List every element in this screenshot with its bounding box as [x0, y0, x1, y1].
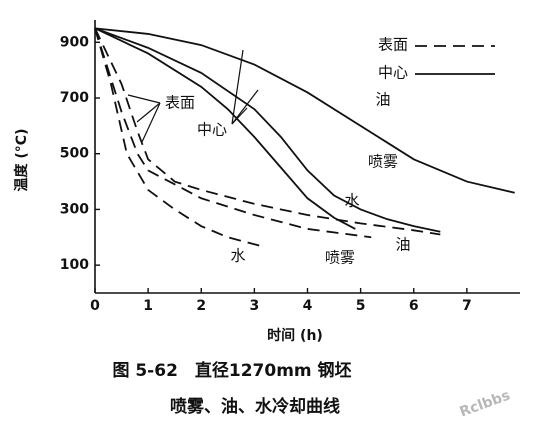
- caption-subtitle: 喷雾、油、水冷却曲线: [170, 396, 340, 417]
- legend-label: 表面: [378, 36, 408, 54]
- x-tick-label: 1: [143, 298, 153, 314]
- x-tick-label: 3: [250, 298, 260, 314]
- caption-title: 图 5-62 直径1270mm 钢坯: [112, 360, 351, 381]
- annotation: 水: [344, 192, 359, 210]
- annotation: 水: [230, 247, 245, 265]
- x-tick-label: 7: [462, 298, 472, 314]
- center-curve: [94, 27, 441, 233]
- leader-line: [231, 49, 244, 125]
- annotation: 表面: [165, 94, 195, 112]
- x-tick-label: 2: [196, 298, 206, 314]
- x-tick-label: 5: [356, 298, 366, 314]
- surface-curve: [94, 27, 441, 236]
- y-tick-label: 700: [60, 90, 89, 106]
- legend-label: 中心: [378, 64, 408, 82]
- leader-line: [231, 107, 248, 125]
- y-tick-label: 500: [60, 146, 89, 162]
- leader-line: [136, 102, 161, 123]
- leader-line: [127, 94, 161, 104]
- x-axis-label: 时间 (h): [267, 327, 323, 344]
- x-tick-label: 4: [303, 298, 313, 314]
- y-axis-label: 温度 (°C): [13, 129, 30, 192]
- center-curve: [94, 27, 356, 230]
- center-curve: [94, 27, 515, 194]
- y-tick-label: 900: [60, 34, 89, 50]
- annotation: 油: [395, 236, 410, 254]
- x-tick-label: 0: [90, 298, 100, 314]
- watermark: Rclbbs: [458, 388, 513, 421]
- annotation: 喷雾: [325, 249, 355, 267]
- leader-line: [231, 89, 259, 125]
- y-tick-label: 300: [60, 201, 89, 217]
- annotation: 中心: [197, 121, 227, 139]
- surface-curve: [94, 28, 372, 239]
- y-tick-label: 100: [60, 257, 89, 273]
- x-tick-label: 6: [409, 298, 419, 314]
- annotation: 喷雾: [368, 153, 398, 171]
- annotation: 油: [375, 91, 390, 109]
- leader-line: [141, 102, 161, 143]
